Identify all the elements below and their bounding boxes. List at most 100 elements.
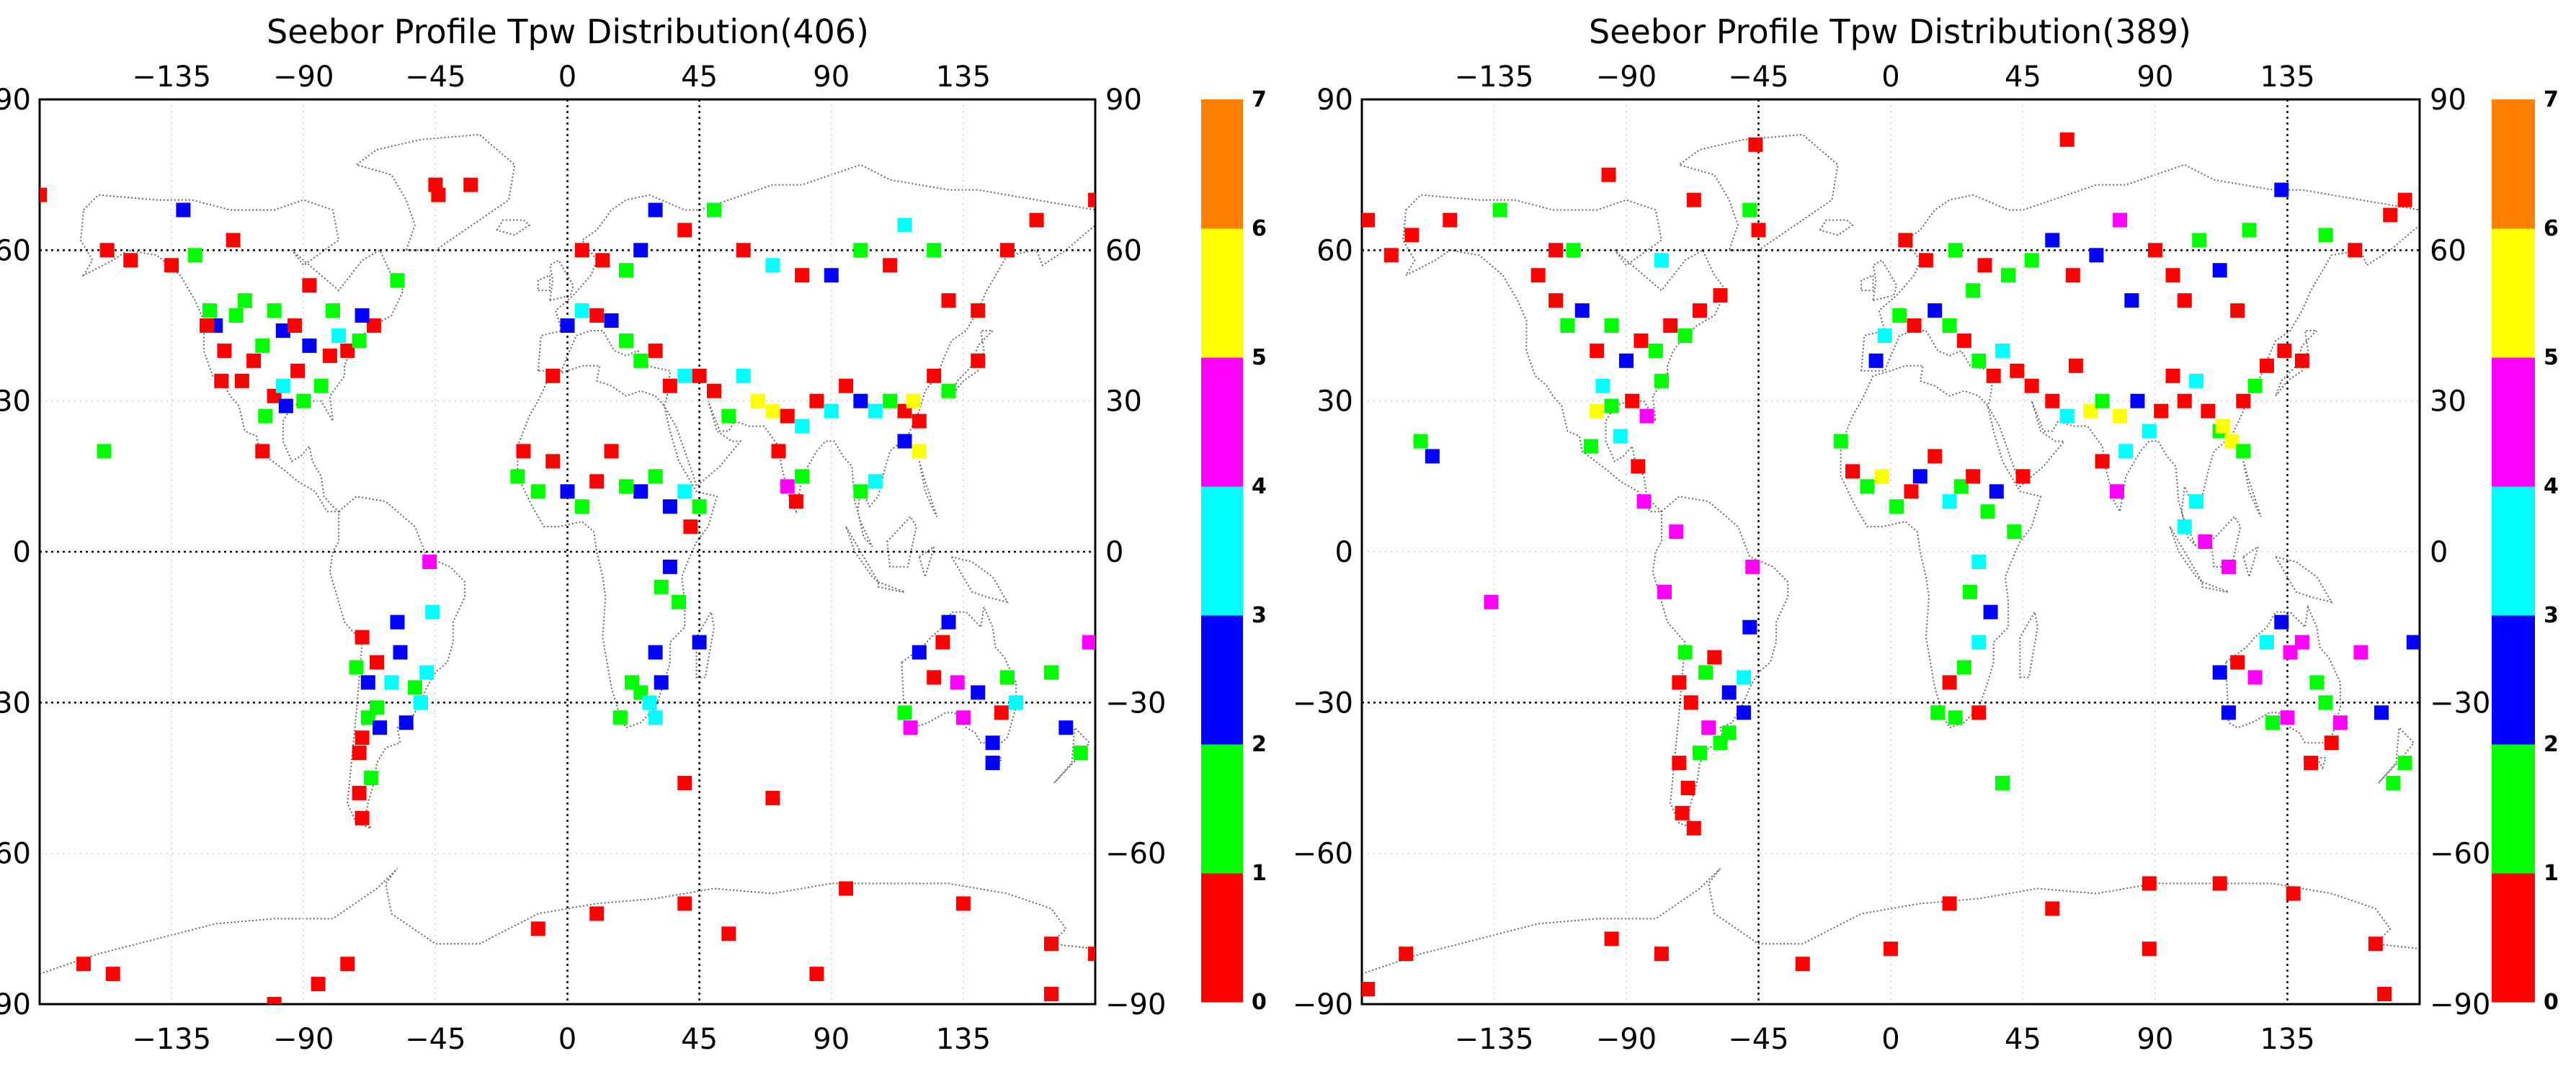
data-point bbox=[255, 444, 270, 459]
data-point bbox=[1677, 328, 1693, 343]
bottom-tick-label: 0 bbox=[558, 1023, 576, 1056]
right-colorbar: 0 1 2 3 4 5 6 7 bbox=[2492, 87, 2559, 1015]
data-point bbox=[1971, 353, 1987, 368]
coastline-13 bbox=[2169, 526, 2203, 583]
data-point bbox=[1745, 559, 1760, 574]
data-point bbox=[390, 273, 405, 288]
data-point bbox=[2215, 419, 2230, 434]
data-point bbox=[897, 218, 912, 233]
data-point bbox=[642, 695, 657, 710]
data-point bbox=[971, 685, 986, 700]
coastline-7 bbox=[1819, 219, 1854, 236]
data-point bbox=[677, 223, 692, 238]
data-point bbox=[1889, 499, 1904, 514]
data-point bbox=[809, 393, 824, 408]
data-point bbox=[1971, 635, 1987, 650]
data-point bbox=[255, 338, 270, 353]
colorbar-segment bbox=[2492, 99, 2535, 229]
data-point bbox=[751, 393, 765, 408]
data-point bbox=[1898, 233, 1913, 248]
data-point bbox=[1721, 685, 1737, 700]
left-map-panel: Seebor Profile Tpw Distribution(406) −13… bbox=[0, 12, 1267, 1056]
data-point bbox=[1362, 212, 1376, 228]
data-point bbox=[662, 378, 677, 393]
data-point bbox=[1073, 746, 1088, 761]
data-point bbox=[2189, 373, 2204, 388]
data-point bbox=[595, 253, 610, 268]
colorbar-segment bbox=[2492, 486, 2535, 616]
data-point bbox=[278, 398, 293, 413]
data-point bbox=[985, 756, 1000, 771]
data-point bbox=[883, 393, 898, 408]
data-point bbox=[1663, 318, 1678, 333]
top-tick-label: 90 bbox=[2137, 61, 2174, 94]
data-point bbox=[1948, 710, 1963, 725]
data-point bbox=[971, 303, 986, 318]
data-point bbox=[692, 368, 707, 383]
data-point bbox=[1669, 524, 1684, 540]
data-point bbox=[370, 655, 384, 670]
data-point bbox=[545, 454, 561, 469]
data-point bbox=[1675, 805, 1690, 820]
right-map-coastlines bbox=[1362, 133, 2420, 1004]
data-point bbox=[897, 705, 912, 720]
data-point bbox=[625, 675, 639, 690]
data-point bbox=[2242, 223, 2257, 238]
data-point bbox=[574, 303, 589, 318]
right-tick-label: 60 bbox=[2430, 234, 2466, 267]
data-point bbox=[1059, 720, 1074, 735]
data-point bbox=[612, 710, 628, 725]
data-point bbox=[1737, 705, 1752, 720]
data-point bbox=[1884, 941, 1898, 957]
data-point bbox=[302, 338, 317, 353]
data-point bbox=[99, 243, 115, 258]
data-point bbox=[258, 408, 273, 424]
data-point bbox=[2024, 378, 2039, 393]
data-point bbox=[352, 785, 367, 800]
data-point bbox=[1966, 469, 1981, 484]
top-tick-label: −90 bbox=[273, 61, 334, 94]
data-point bbox=[202, 303, 217, 318]
data-point bbox=[618, 263, 633, 278]
data-point bbox=[288, 318, 302, 333]
data-point bbox=[633, 484, 649, 499]
data-point bbox=[1625, 393, 1640, 408]
data-point bbox=[1654, 253, 1669, 268]
colorbar-label: 2 bbox=[2544, 732, 2559, 757]
data-point bbox=[530, 921, 545, 936]
colorbar-label: 3 bbox=[2544, 603, 2559, 628]
right-tick-label: 0 bbox=[1105, 536, 1123, 569]
data-point bbox=[2294, 353, 2309, 368]
data-point bbox=[545, 368, 561, 383]
data-point bbox=[654, 675, 669, 690]
data-point bbox=[1009, 695, 1024, 710]
data-point bbox=[331, 328, 347, 343]
colorbar-segment bbox=[1201, 873, 1243, 1003]
top-tick-label: 135 bbox=[2260, 61, 2314, 94]
data-point bbox=[824, 268, 839, 283]
coastline-9 bbox=[537, 274, 551, 292]
left-tick-label: 0 bbox=[13, 536, 31, 569]
data-point bbox=[226, 233, 241, 248]
data-point bbox=[560, 484, 575, 499]
data-point bbox=[97, 444, 112, 459]
data-point bbox=[589, 474, 605, 489]
data-point bbox=[2274, 614, 2289, 630]
colorbar-segment bbox=[2492, 873, 2535, 1003]
colorbar-label: 0 bbox=[2544, 990, 2559, 1015]
data-point bbox=[1683, 695, 1698, 710]
data-point bbox=[1989, 484, 2004, 499]
coastline-16 bbox=[918, 545, 935, 580]
data-point bbox=[2118, 444, 2134, 459]
coastline-6 bbox=[355, 133, 516, 251]
data-point bbox=[1971, 555, 1987, 569]
right-tick-label: 30 bbox=[2430, 385, 2466, 419]
data-point bbox=[1566, 243, 1581, 258]
data-point bbox=[322, 348, 337, 363]
data-point bbox=[2212, 665, 2227, 680]
colorbar-segment bbox=[2492, 615, 2535, 745]
data-point bbox=[1692, 303, 1707, 318]
data-point bbox=[1601, 167, 1616, 182]
data-point bbox=[2224, 434, 2239, 449]
data-point bbox=[275, 378, 290, 393]
